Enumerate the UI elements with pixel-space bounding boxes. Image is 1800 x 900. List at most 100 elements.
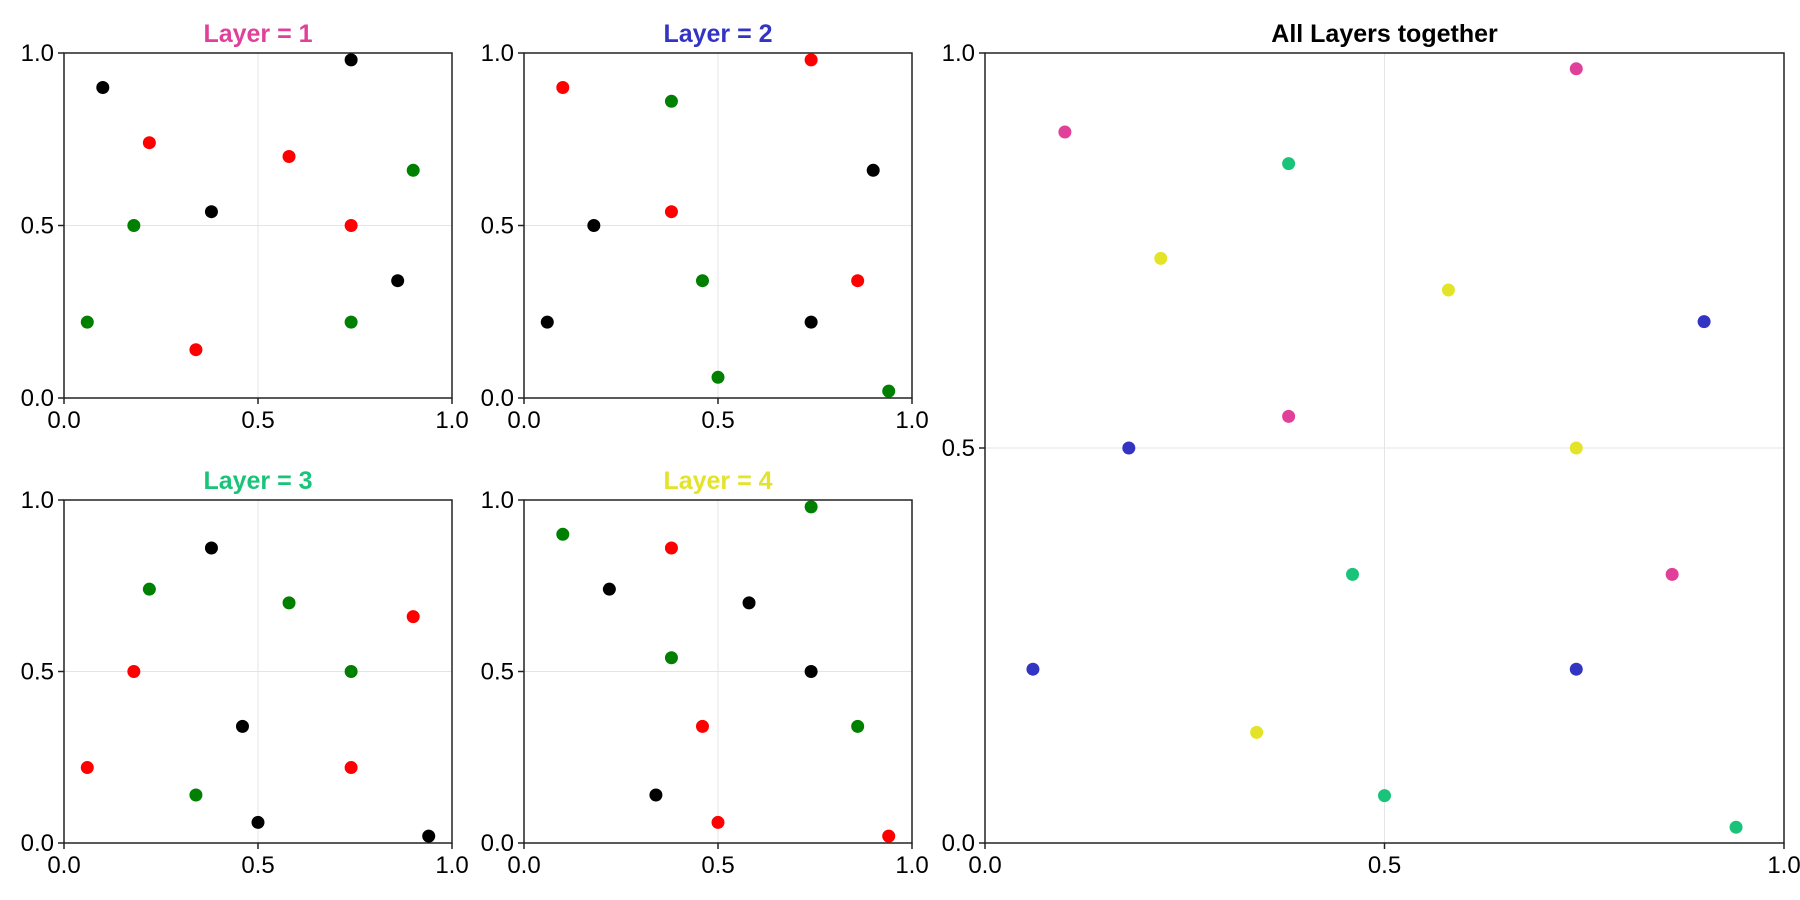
y-tick-label: 1.0	[481, 40, 514, 67]
y-tick-label: 0.0	[481, 830, 514, 857]
x-tick-label: 0.5	[241, 407, 274, 434]
scatter-point	[344, 761, 358, 775]
scatter-point	[96, 81, 110, 94]
y-tick-label: 0.5	[21, 659, 54, 686]
panel-title: Layer = 2	[663, 20, 772, 48]
y-tick-label: 0.5	[942, 435, 975, 462]
scatter-point	[1282, 157, 1296, 171]
x-tick-label: 1.0	[895, 852, 928, 879]
scatter-point	[282, 150, 296, 163]
y-tick-label: 0.0	[481, 385, 514, 412]
x-tick-label: 0.0	[47, 407, 80, 434]
scatter-point	[422, 829, 436, 843]
y-tick-label: 1.0	[481, 487, 514, 514]
y-tick-label: 0.0	[942, 830, 975, 857]
scatter-point	[664, 205, 678, 219]
panel-layer-4: 0.0 0.5 1.0 0.0 0.5 1.0 Layer = 4	[481, 467, 929, 879]
scatter-point	[344, 219, 358, 232]
scatter-point	[1665, 567, 1679, 581]
y-tick-label: 0.5	[481, 213, 514, 240]
scatter-point	[711, 815, 725, 829]
scatter-point	[742, 596, 756, 610]
scatter-point	[664, 94, 678, 108]
scatter-point	[649, 788, 663, 802]
scatter-point	[695, 719, 709, 733]
scatter-point	[1058, 125, 1072, 139]
scatter-point	[1569, 441, 1583, 455]
x-tick-label: 0.5	[701, 407, 734, 434]
scatter-point	[235, 719, 249, 733]
x-tick-label: 0.0	[507, 852, 540, 879]
scatter-point	[1378, 789, 1391, 803]
scatter-point	[804, 315, 818, 329]
scatter-point	[602, 582, 616, 596]
scatter-point	[142, 136, 156, 150]
scatter-point	[1697, 315, 1711, 329]
y-tick-label: 1.0	[21, 487, 54, 514]
x-tick-label: 0.5	[241, 852, 274, 879]
panel-title: Layer = 3	[203, 467, 312, 495]
scatter-point	[664, 651, 678, 665]
x-tick-label: 1.0	[1767, 852, 1800, 879]
x-tick-label: 0.0	[47, 852, 80, 879]
scatter-point	[556, 527, 570, 541]
scatter-point	[851, 274, 865, 288]
y-tick-label: 0.0	[21, 830, 54, 857]
scatter-point	[804, 665, 818, 678]
scatter-point	[1250, 725, 1264, 739]
scatter-point	[189, 788, 203, 802]
x-tick-label: 0.5	[701, 852, 734, 879]
panel-all-layers: 0.0 0.5 1.0 0.0 0.5 1.0 All Layers together	[942, 20, 1800, 879]
y-tick-label: 0.0	[21, 385, 54, 412]
panel-title: Layer = 4	[663, 467, 772, 495]
x-tick-label: 1.0	[435, 407, 468, 434]
x-tick-label: 0.5	[1368, 852, 1401, 879]
x-tick-label: 0.0	[507, 407, 540, 434]
scatter-point	[866, 163, 880, 177]
scatter-point	[1026, 662, 1040, 676]
panel-title: All Layers together	[1271, 20, 1498, 48]
scatter-point	[540, 315, 554, 329]
scatter-point	[406, 610, 420, 624]
scatter-point	[80, 315, 94, 329]
scatter-point	[695, 274, 709, 288]
scatter-point	[1154, 251, 1168, 265]
scatter-point	[1122, 441, 1136, 455]
y-tick-label: 0.5	[481, 659, 514, 686]
scatter-point	[127, 665, 141, 678]
scatter-point	[204, 541, 218, 555]
scatter-point	[1346, 567, 1360, 581]
scatter-point	[1282, 409, 1296, 423]
scatter-point	[127, 219, 141, 232]
scatter-point	[556, 81, 570, 94]
scatter-point	[587, 219, 601, 232]
scatter-point	[344, 665, 358, 678]
panel-layer-3: 0.0 0.5 1.0 0.0 0.5 1.0 Layer = 3	[21, 467, 469, 879]
scatter-point	[882, 384, 896, 398]
panel-layer-1: 0.0 0.5 1.0 0.0 0.5 1.0 Layer = 1	[21, 20, 469, 434]
x-tick-label: 1.0	[435, 852, 468, 879]
scatter-point	[344, 315, 358, 329]
x-tick-label: 0.0	[968, 852, 1001, 879]
scatter-point	[851, 719, 865, 733]
scatter-point	[1569, 662, 1583, 676]
y-tick-label: 0.5	[21, 213, 54, 240]
scatter-point	[804, 500, 818, 514]
y-tick-label: 1.0	[21, 40, 54, 67]
scatter-point	[664, 541, 678, 555]
scatter-point	[882, 829, 896, 843]
scatter-point	[711, 370, 725, 384]
scatter-point	[282, 596, 296, 610]
x-tick-label: 1.0	[895, 407, 928, 434]
panel-title: Layer = 1	[203, 20, 312, 48]
y-tick-label: 1.0	[942, 40, 975, 67]
scatter-point	[1569, 62, 1583, 76]
scatter-point	[251, 815, 265, 829]
scatter-point	[142, 582, 156, 596]
scatter-point	[204, 205, 218, 219]
panel-layer-2: 0.0 0.5 1.0 0.0 0.5 1.0 Layer = 2	[481, 20, 929, 434]
scatter-point	[391, 274, 405, 288]
scatter-point	[80, 761, 94, 775]
scatter-point	[344, 53, 358, 67]
